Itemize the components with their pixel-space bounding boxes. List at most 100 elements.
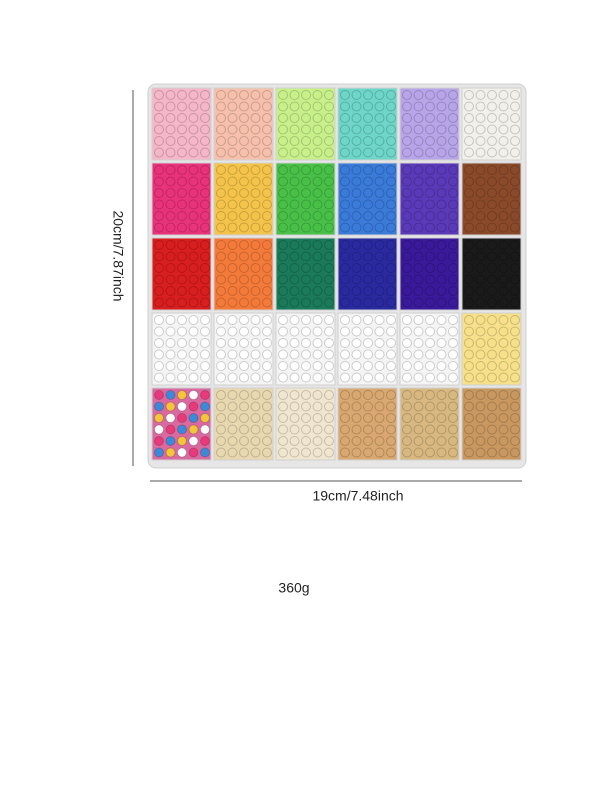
bead xyxy=(487,286,497,296)
bead xyxy=(402,199,412,210)
bead xyxy=(289,447,300,458)
bead xyxy=(351,326,362,337)
bead xyxy=(262,222,272,233)
bead xyxy=(374,349,385,360)
bead xyxy=(363,136,373,146)
bead xyxy=(278,222,288,233)
compartment xyxy=(399,162,460,236)
bead xyxy=(324,263,334,273)
bead xyxy=(200,390,210,400)
bead xyxy=(386,124,396,135)
bead xyxy=(301,113,311,123)
bead xyxy=(436,147,447,158)
bead xyxy=(188,222,199,233)
bead xyxy=(436,274,447,285)
bead xyxy=(250,401,261,412)
bead xyxy=(475,349,486,360)
bead xyxy=(402,297,412,308)
bead xyxy=(289,338,300,348)
bead xyxy=(386,401,396,412)
bead xyxy=(510,101,520,112)
bead xyxy=(487,297,497,308)
bead xyxy=(188,211,199,221)
bead xyxy=(475,251,486,262)
bead xyxy=(425,436,435,446)
bead xyxy=(436,136,447,146)
bead xyxy=(510,263,520,273)
bead xyxy=(177,361,187,371)
bead xyxy=(475,147,486,158)
bead xyxy=(386,211,396,221)
bead xyxy=(402,211,412,221)
compartment xyxy=(461,387,522,461)
bead xyxy=(324,447,334,458)
compartment xyxy=(399,237,460,311)
bead xyxy=(177,136,187,146)
bead xyxy=(436,315,447,325)
bead xyxy=(448,349,458,360)
bead xyxy=(301,165,311,175)
bead xyxy=(278,263,288,273)
bead xyxy=(301,199,311,210)
bead xyxy=(386,349,396,360)
bead xyxy=(278,101,288,112)
bead xyxy=(386,424,396,435)
bead xyxy=(239,390,249,400)
bead xyxy=(413,274,424,285)
bead xyxy=(464,113,474,123)
bead xyxy=(510,199,520,210)
bead xyxy=(324,413,334,423)
bead xyxy=(464,199,474,210)
bead xyxy=(425,361,435,371)
bead xyxy=(475,424,486,435)
bead xyxy=(425,297,435,308)
bead xyxy=(498,297,509,308)
bead xyxy=(510,240,520,250)
bead xyxy=(374,338,385,348)
bead xyxy=(165,338,176,348)
bead xyxy=(312,372,323,383)
bead xyxy=(301,326,311,337)
bead xyxy=(374,401,385,412)
bead xyxy=(188,390,199,400)
bead xyxy=(200,124,210,135)
bead xyxy=(200,113,210,123)
bead xyxy=(250,176,261,187)
bead xyxy=(165,101,176,112)
bead xyxy=(289,315,300,325)
bead xyxy=(340,124,350,135)
bead xyxy=(363,326,373,337)
bead xyxy=(413,188,424,198)
bead xyxy=(188,113,199,123)
bead xyxy=(386,240,396,250)
bead xyxy=(324,297,334,308)
bead xyxy=(402,349,412,360)
bead xyxy=(289,413,300,423)
bead xyxy=(436,424,447,435)
bead xyxy=(487,447,497,458)
bead xyxy=(498,124,509,135)
bead xyxy=(200,297,210,308)
bead xyxy=(227,165,238,175)
bead xyxy=(177,349,187,360)
bead xyxy=(200,424,210,435)
bead xyxy=(301,413,311,423)
bead xyxy=(289,211,300,221)
bead xyxy=(498,136,509,146)
bead xyxy=(340,297,350,308)
bead xyxy=(278,113,288,123)
bead xyxy=(324,199,334,210)
bead xyxy=(227,286,238,296)
bead xyxy=(262,124,272,135)
compartment xyxy=(337,387,398,461)
bead xyxy=(188,176,199,187)
bead xyxy=(324,251,334,262)
bead xyxy=(425,390,435,400)
bead xyxy=(498,188,509,198)
bead xyxy=(227,211,238,221)
bead xyxy=(301,188,311,198)
bead xyxy=(498,338,509,348)
bead xyxy=(216,447,226,458)
bead xyxy=(165,413,176,423)
bead xyxy=(289,222,300,233)
